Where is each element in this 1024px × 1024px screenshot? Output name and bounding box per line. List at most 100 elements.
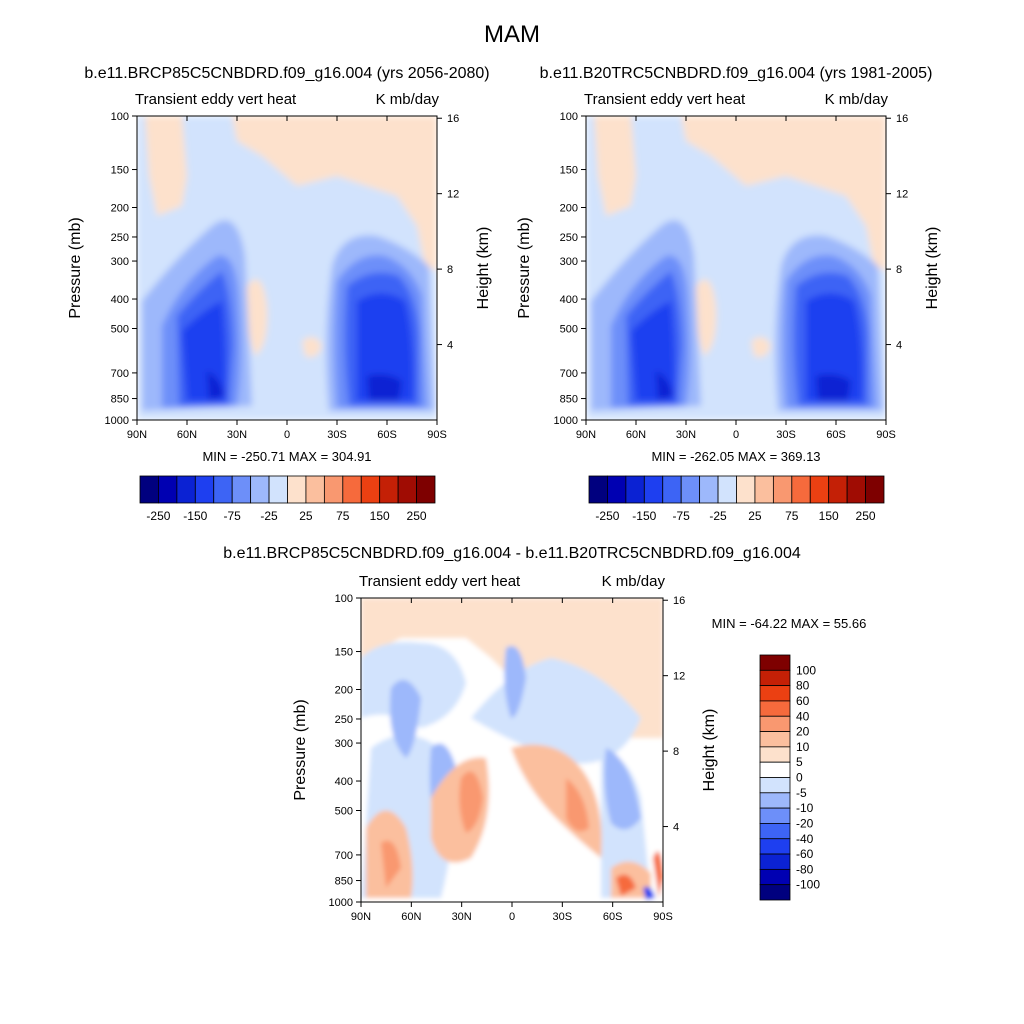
colorbar-label: -150 — [632, 509, 656, 523]
y-tick-label: 200 — [560, 203, 578, 215]
y-right-tick-label: 8 — [896, 264, 902, 276]
x-tick-label: 90S — [876, 429, 896, 441]
y-tick-label: 400 — [560, 294, 578, 306]
y-tick-label: 850 — [560, 394, 578, 406]
y-axis-label: Pressure (mb) — [292, 699, 309, 800]
y-tick-label: 250 — [335, 714, 353, 726]
colorbar-box — [643, 475, 664, 504]
colorbar-box — [759, 777, 791, 794]
colorbar-label: 75 — [785, 509, 799, 523]
colorbar-box — [759, 700, 791, 717]
panel-subtitle-right: K mb/day — [825, 91, 889, 108]
colorbar-label: 40 — [796, 709, 810, 723]
y-tick-label: 100 — [111, 111, 129, 123]
colorbar-label: -80 — [796, 862, 814, 876]
panel-right: b.e11.B20TRC5CNBDRD.f09_g16.004 (yrs 198… — [516, 65, 941, 523]
min-max-label: MIN = -262.05 MAX = 369.13 — [651, 449, 820, 464]
colorbar-box — [791, 475, 811, 504]
y-tick-label: 300 — [111, 256, 129, 268]
colorbar-label: 250 — [856, 509, 876, 523]
colorbar-box — [759, 715, 791, 732]
colorbar-box — [699, 475, 719, 504]
y-right-tick-label: 12 — [673, 671, 685, 683]
colorbar-label: -100 — [796, 878, 820, 892]
x-tick-label: 0 — [284, 429, 290, 441]
y-right-tick-label: 12 — [896, 189, 908, 201]
colorbar-label: 100 — [796, 663, 816, 677]
y-right-tick-label: 8 — [447, 264, 453, 276]
colorbar-box — [680, 475, 701, 504]
panel-subtitle-right: K mb/day — [602, 573, 666, 590]
y-tick-label: 100 — [560, 111, 578, 123]
x-tick-label: 90N — [576, 429, 596, 441]
y-axis-label: Pressure (mb) — [516, 217, 533, 318]
y-tick-label: 700 — [335, 850, 353, 862]
y-right-tick-label: 16 — [673, 595, 685, 607]
x-tick-label: 90N — [127, 429, 147, 441]
y-right-axis-label: Height (km) — [475, 227, 492, 310]
colorbar-label: 25 — [299, 509, 313, 523]
panel-left: b.e11.BRCP85C5CNBDRD.f09_g16.004 (yrs 20… — [67, 65, 492, 523]
panel-title: b.e11.BRCP85C5CNBDRD.f09_g16.004 - b.e11… — [223, 545, 801, 562]
colorbar-box — [759, 761, 791, 778]
colorbar-label: -75 — [224, 509, 242, 523]
y-tick-label: 850 — [335, 876, 353, 888]
colorbar-box — [759, 807, 791, 824]
colorbar-box — [759, 868, 791, 886]
colorbar-box — [828, 475, 848, 504]
x-tick-label: 60S — [826, 429, 846, 441]
colorbar-box — [342, 475, 362, 504]
colorbar-label: 60 — [796, 694, 810, 708]
colorbar-label: -20 — [796, 816, 814, 830]
y-right-tick-label: 16 — [896, 113, 908, 125]
colorbar-box — [846, 475, 866, 504]
colorbar-box — [759, 669, 791, 687]
y-right-tick-label: 4 — [447, 340, 453, 352]
y-right-axis-label: Height (km) — [924, 227, 941, 310]
colorbar-box — [717, 475, 737, 504]
y-right-tick-label: 8 — [673, 746, 679, 758]
y-tick-label: 250 — [111, 232, 129, 244]
y-tick-label: 700 — [560, 368, 578, 380]
x-tick-label: 0 — [733, 429, 739, 441]
colorbar-box — [865, 475, 885, 504]
colorbar-label: 250 — [407, 509, 427, 523]
colorbar-label: 75 — [336, 509, 350, 523]
x-tick-label: 60S — [377, 429, 397, 441]
x-tick-label: 90S — [653, 911, 673, 923]
colorbar-box — [588, 475, 608, 504]
x-tick-label: 60N — [401, 911, 421, 923]
y-tick-label: 400 — [111, 294, 129, 306]
colorbar-box — [139, 475, 159, 504]
x-tick-label: 60N — [177, 429, 197, 441]
colorbar-label: 0 — [796, 771, 803, 785]
x-tick-label: 30S — [776, 429, 796, 441]
colorbar-label: 80 — [796, 679, 810, 693]
contour-field — [586, 116, 886, 420]
min-max-label: MIN = -64.22 MAX = 55.66 — [712, 616, 867, 631]
colorbar-box — [379, 475, 399, 504]
colorbar-box — [809, 475, 830, 504]
colorbar-label: 150 — [370, 509, 390, 523]
colorbar-box — [305, 475, 325, 504]
colorbar-label: -150 — [183, 509, 207, 523]
colorbar-label: 20 — [796, 725, 810, 739]
colorbar-label: -250 — [595, 509, 619, 523]
colorbar-box — [176, 475, 196, 504]
panel-title: b.e11.BRCP85C5CNBDRD.f09_g16.004 (yrs 20… — [84, 65, 489, 82]
colorbar-box — [759, 792, 791, 809]
colorbar-box — [754, 475, 774, 504]
y-tick-label: 500 — [335, 805, 353, 817]
y-tick-label: 300 — [335, 738, 353, 750]
panel-difference: b.e11.BRCP85C5CNBDRD.f09_g16.004 - b.e11… — [223, 545, 866, 923]
colorbar-box — [250, 475, 270, 504]
x-tick-label: 90S — [427, 429, 447, 441]
contour-field — [361, 598, 663, 902]
panel-subtitle-left: Transient eddy vert heat — [359, 573, 521, 590]
y-right-tick-label: 4 — [673, 822, 679, 834]
colorbar-label: -75 — [673, 509, 691, 523]
panel-subtitle-left: Transient eddy vert heat — [584, 91, 746, 108]
colorbar-label: 25 — [748, 509, 762, 523]
colorbar-label: -40 — [796, 832, 814, 846]
